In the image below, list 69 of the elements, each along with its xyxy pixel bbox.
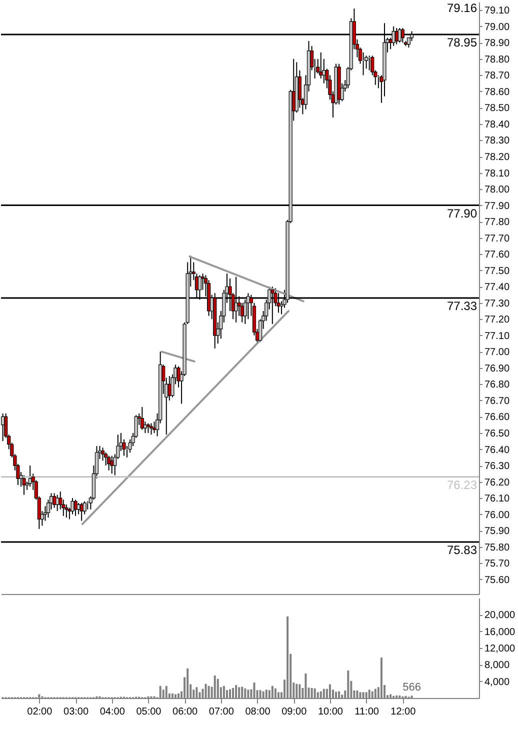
candlestick <box>140 406 144 430</box>
y-tick-label: 12,000 <box>484 644 516 654</box>
y-tick-label: 75.90 <box>484 526 510 538</box>
y-tick-label: 78.40 <box>484 119 510 130</box>
y-tick-label: 8,000 <box>484 660 510 672</box>
y-tick-label: 76.30 <box>484 461 510 472</box>
ref-line-label: 77.90 <box>446 206 478 220</box>
y-tick-label: 77.60 <box>484 250 510 261</box>
candlestick <box>100 447 105 462</box>
y-tick-label: 16,000 <box>484 626 516 638</box>
annotation: 79.16 <box>446 1 478 15</box>
candlestick <box>146 422 150 434</box>
x-tick-label: 09:00 <box>282 706 308 718</box>
y-tick-label: 75.80 <box>484 542 510 554</box>
x-tick-label: 03:00 <box>64 706 89 718</box>
x-tick-label: 02:00 <box>27 706 53 718</box>
y-tick-label: 76.10 <box>484 494 510 505</box>
y-tick-label: 76.00 <box>484 510 510 521</box>
x-tick-label: 11:00 <box>354 706 380 718</box>
y-tick-label: 20,000 <box>484 610 516 622</box>
y-tick-label: 75.70 <box>484 558 510 570</box>
x-tick-label: 12:00 <box>390 706 416 718</box>
y-tick-label: 78.10 <box>484 168 510 180</box>
y-tick-label: 77.20 <box>484 314 510 326</box>
y-tick-label: 77.80 <box>484 217 510 228</box>
y-tick-label: 79.00 <box>484 22 510 33</box>
y-tick-label: 77.10 <box>484 330 510 342</box>
y-tick-label: 77.90 <box>484 200 510 212</box>
y-tick-label: 78.90 <box>484 38 510 50</box>
candlestick <box>143 421 147 434</box>
ref-line-label: 77.33 <box>446 299 478 313</box>
y-tick-label: 78.70 <box>484 70 510 82</box>
y-tick-label: 76.20 <box>484 477 510 488</box>
x-tick-label: 10:00 <box>318 706 344 718</box>
y-tick-label: 78.30 <box>484 136 510 147</box>
ref-line-label: 78.95 <box>446 36 478 50</box>
candlestick <box>22 474 26 496</box>
y-tick-label: 77.40 <box>484 282 510 294</box>
x-tick-label: 08:00 <box>245 706 271 718</box>
candlestick <box>52 492 56 508</box>
annotation: 566 <box>402 682 421 694</box>
x-tick-label: 07:00 <box>208 706 234 718</box>
candlestick <box>149 422 154 436</box>
y-tick-label: 77.30 <box>484 298 510 310</box>
y-tick-label: 78.00 <box>484 184 510 196</box>
ref-line-label: 76.23 <box>446 478 478 492</box>
y-tick-label: 77.70 <box>484 233 510 244</box>
y-tick-label: 78.50 <box>484 103 510 114</box>
y-tick-label: 77.00 <box>484 347 510 358</box>
y-tick-label: 76.40 <box>484 444 510 456</box>
y-tick-label: 76.80 <box>484 380 510 391</box>
ref-line-label: 75.83 <box>446 542 478 557</box>
candlestick <box>74 499 78 516</box>
y-tick-label: 78.80 <box>484 54 510 66</box>
y-tick-label: 77.50 <box>484 266 510 277</box>
candlestick <box>107 455 111 471</box>
x-tick-label: 04:00 <box>100 706 126 718</box>
x-tick-label: 06:00 <box>172 706 198 718</box>
y-tick-label: 78.60 <box>484 86 510 98</box>
y-tick-label: 78.20 <box>484 152 510 164</box>
y-tick-label: 79.10 <box>484 6 510 17</box>
y-tick-label: 76.50 <box>484 428 510 440</box>
y-tick-label: 76.70 <box>484 396 510 407</box>
candlestick <box>76 502 80 515</box>
y-tick-label: 76.90 <box>484 363 510 374</box>
y-tick-label: 75.60 <box>484 574 510 586</box>
y-tick-label: 4,000 <box>484 676 510 688</box>
y-tick-label: 76.60 <box>484 412 510 424</box>
x-tick-label: 05:00 <box>136 706 162 718</box>
